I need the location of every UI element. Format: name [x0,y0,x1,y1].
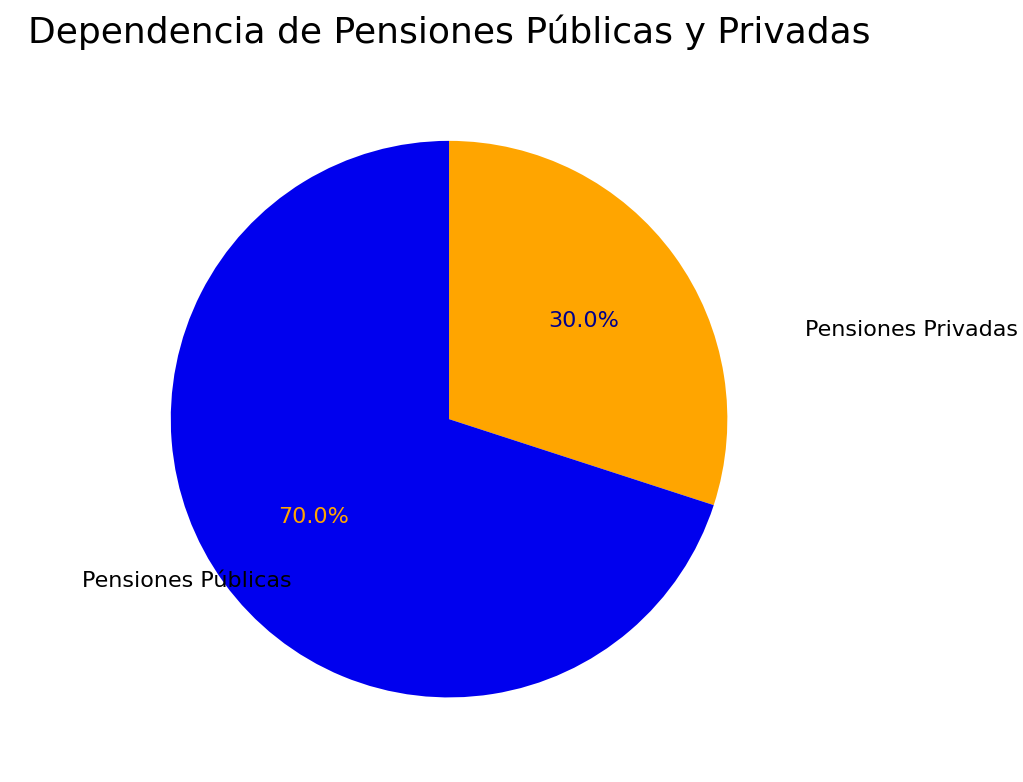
Text: Pensiones Privadas: Pensiones Privadas [805,320,1018,340]
Text: 30.0%: 30.0% [548,311,620,331]
Title: Dependencia de Pensiones Públicas y Privadas: Dependencia de Pensiones Públicas y Priv… [28,15,871,51]
Wedge shape [171,141,714,698]
Text: Pensiones Públicas: Pensiones Públicas [82,571,292,590]
Wedge shape [449,141,727,505]
Text: 70.0%: 70.0% [278,508,350,527]
